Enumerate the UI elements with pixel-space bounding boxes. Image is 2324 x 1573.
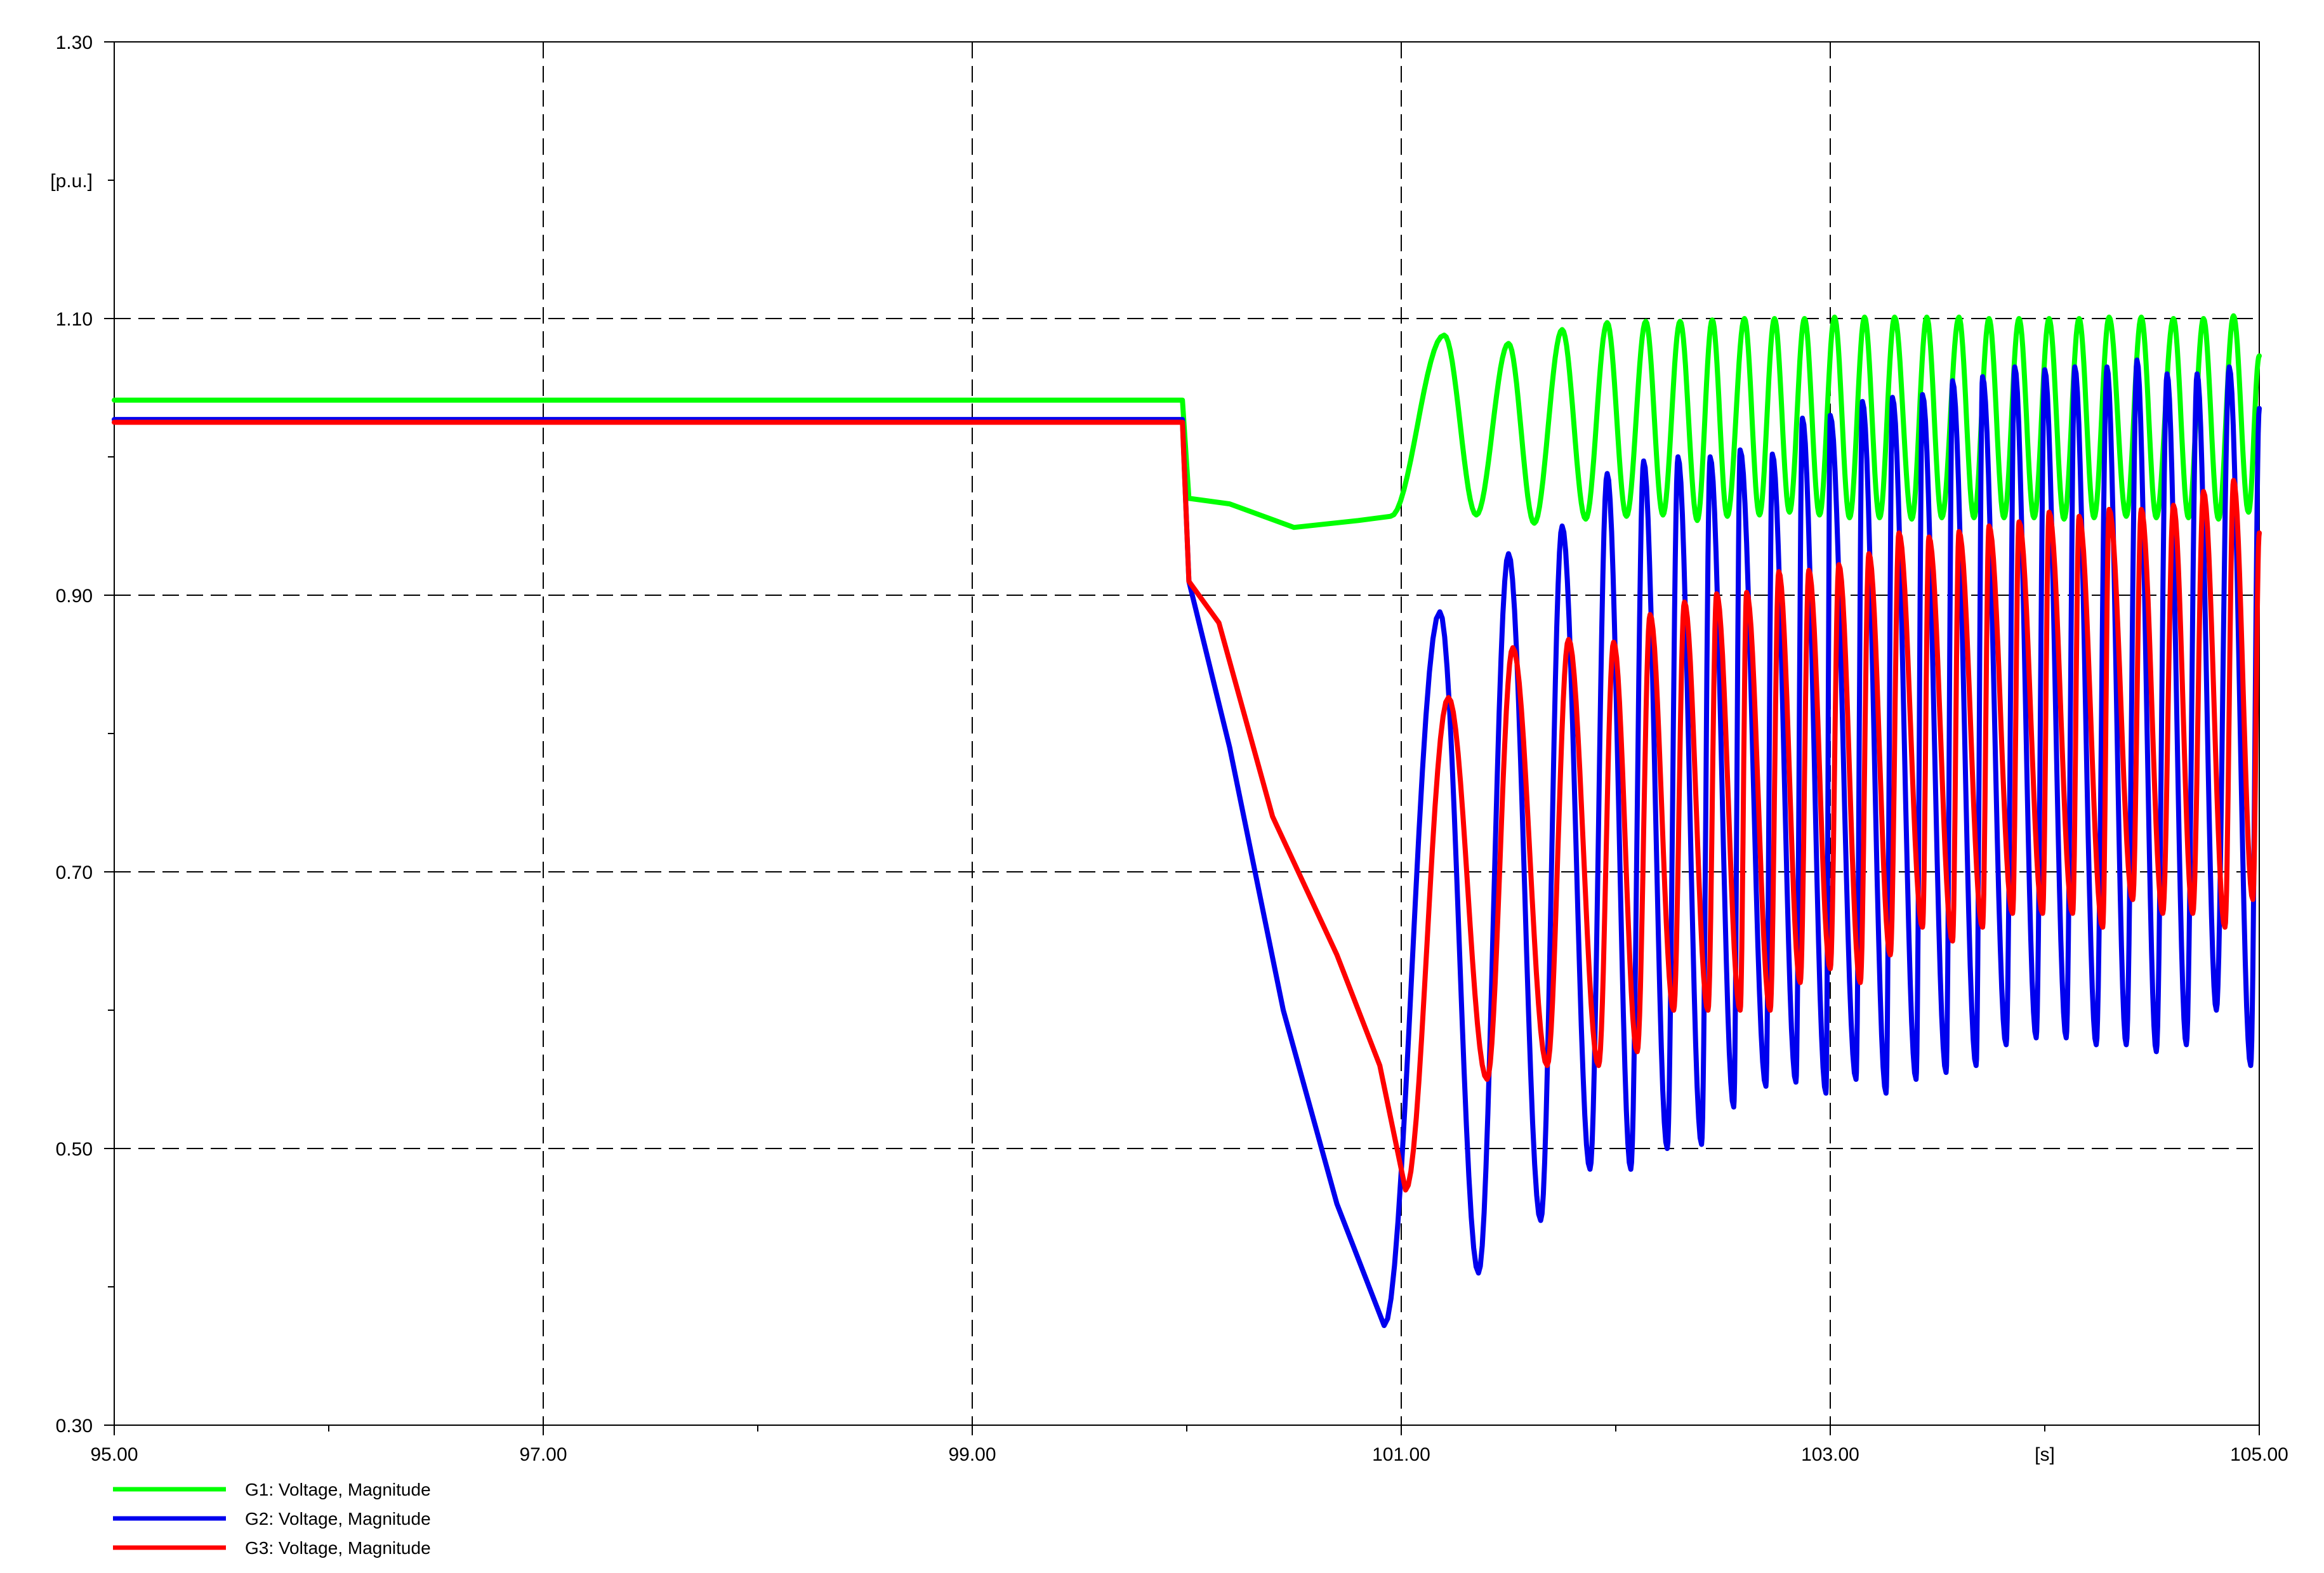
x-tick-label: 97.00 [519,1444,567,1465]
x-tick-label: 105.00 [2230,1444,2288,1465]
x-tick-label: 101.00 [1372,1444,1430,1465]
y-tick-label: 0.70 [56,862,93,883]
tick-labels: 0.30 0.50 0.70 0.90 1.10 1.30 95.00 97.0… [50,32,2288,1465]
legend-label-g3: G3: Voltage, Magnitude [245,1538,431,1558]
x-tick-label: 95.00 [90,1444,138,1465]
legend-label-g1: G1: Voltage, Magnitude [245,1480,431,1499]
y-tick-label: 0.30 [56,1416,93,1437]
series-line-g1 [112,313,2262,530]
x-unit-label: [s] [2035,1444,2055,1465]
ticks [104,41,2260,1435]
x-tick-label: 103.00 [1801,1444,1859,1465]
series-line-g3 [112,419,2262,1193]
series-lines [112,313,2262,1328]
x-tick-label: 99.00 [948,1444,996,1465]
y-tick-label: 1.30 [56,32,93,53]
y-tick-label: 0.50 [56,1139,93,1160]
legend-label-g2: G2: Voltage, Magnitude [245,1509,431,1529]
legend: G1: Voltage, Magnitude G2: Voltage, Magn… [113,1480,431,1558]
y-tick-label: 1.10 [56,309,93,330]
y-unit-label: [p.u.] [50,171,93,192]
y-tick-label: 0.90 [56,586,93,607]
